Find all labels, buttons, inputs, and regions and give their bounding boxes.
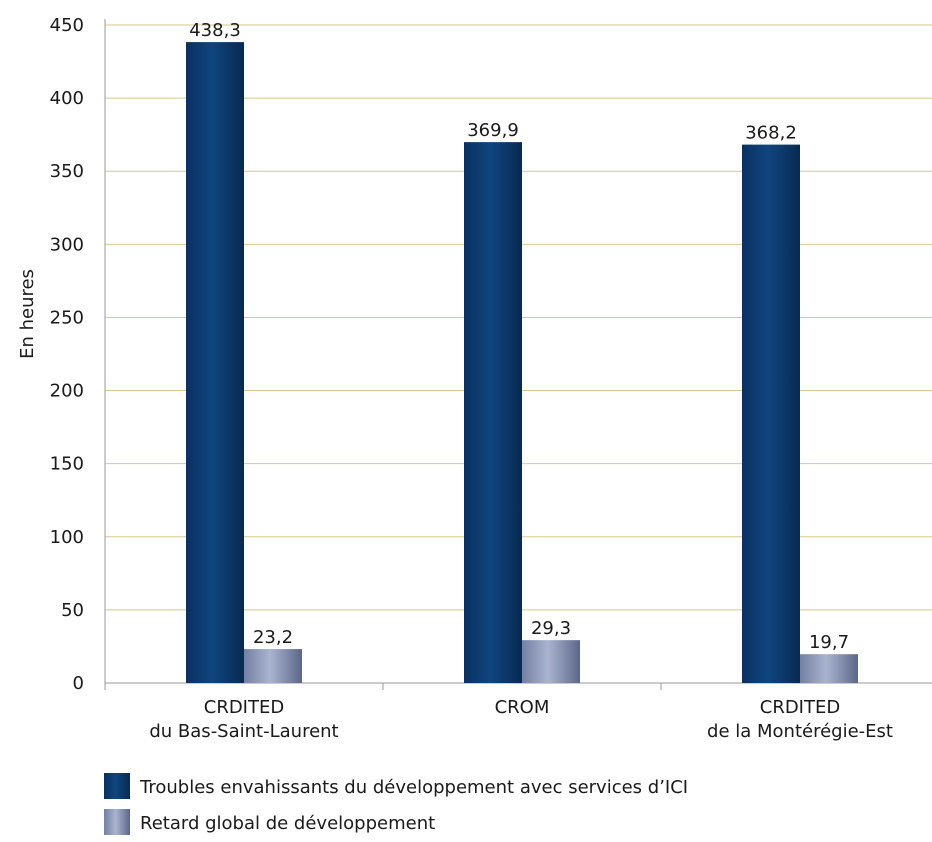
category-label: du Bas-Saint-Laurent [149, 721, 338, 742]
bars [186, 42, 858, 684]
y-tick-label: 250 [50, 307, 84, 328]
legend-label: Retard global de développement [140, 813, 435, 834]
legend-label: Troubles envahissants du développement a… [139, 777, 688, 798]
legend: Troubles envahissants du développement a… [104, 773, 688, 835]
data-label: 369,9 [467, 120, 519, 141]
category-label: CROM [495, 697, 550, 718]
y-tick-label: 150 [50, 454, 84, 475]
data-label: 438,3 [189, 20, 241, 41]
y-tick-label: 100 [50, 527, 84, 548]
category-label: CRDITED [204, 697, 284, 718]
y-tick-label: 50 [61, 600, 84, 621]
category-label: de la Montérégie-Est [707, 721, 893, 742]
data-label: 19,7 [809, 632, 849, 653]
data-label: 368,2 [745, 123, 797, 144]
y-tick-label: 0 [73, 673, 84, 694]
legend-swatch [104, 773, 130, 799]
y-tick-label: 450 [50, 15, 84, 36]
bar-ted [742, 144, 800, 684]
bar-rgd [522, 640, 580, 683]
y-tick-label: 350 [50, 161, 84, 182]
bar-ted [464, 142, 522, 683]
bar-rgd [244, 649, 302, 683]
bar-ted [186, 42, 244, 683]
y-tick-label: 200 [50, 381, 84, 402]
data-label: 23,2 [253, 627, 293, 648]
labels: 438,3 23,2 CRDITED du Bas-Saint-Laurent 369,… [149, 20, 893, 742]
data-label: 29,3 [531, 618, 571, 639]
y-tick-label: 300 [50, 234, 84, 255]
y-tick-label: 400 [50, 88, 84, 109]
category-label: CRDITED [760, 697, 840, 718]
axes: 0 50 100 150 200 250 300 350 400 450 En heures [17, 15, 932, 694]
bar-rgd [800, 654, 858, 683]
y-axis-title: En heures [17, 269, 38, 359]
legend-swatch [104, 809, 130, 835]
